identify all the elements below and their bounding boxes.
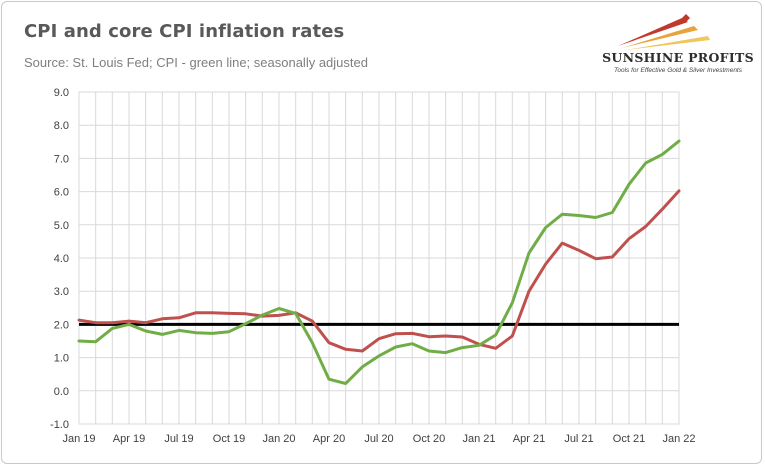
x-tick-label: Jan 19 (62, 433, 95, 445)
x-tick-label: Jan 20 (262, 433, 295, 445)
x-tick-label: Oct 20 (413, 433, 445, 445)
x-tick-label: Oct 19 (213, 433, 245, 445)
chart-subtitle: Source: St. Louis Fed; CPI - green line;… (24, 55, 368, 70)
y-tick-label: 0.0 (54, 386, 69, 398)
x-tick-label: Apr 19 (113, 433, 145, 445)
x-tick-label: Apr 20 (313, 433, 345, 445)
y-tick-label: 2.0 (54, 319, 69, 331)
y-tick-label: 3.0 (54, 286, 69, 298)
y-tick-label: -1.0 (50, 419, 69, 431)
sunshine-profits-logo: SUNSHINE PROFITS Tools for Effective Gol… (598, 12, 758, 82)
logo-rays-icon (618, 14, 710, 50)
y-tick-label: 6.0 (54, 187, 69, 199)
cpi-series-line (77, 139, 681, 385)
y-tick-label: 7.0 (54, 153, 69, 165)
y-tick-label: 8.0 (54, 120, 69, 132)
logo-name: SUNSHINE PROFITS (602, 50, 754, 65)
y-tick-label: 5.0 (54, 220, 69, 232)
logo-tagline: Tools for Effective Gold & Silver Invest… (613, 67, 742, 74)
x-tick-label: Oct 21 (613, 433, 645, 445)
x-tick-label: Jul 21 (564, 433, 593, 445)
x-tick-label: Jan 21 (462, 433, 495, 445)
y-tick-label: 1.0 (54, 353, 69, 365)
x-tick-label: Apr 21 (513, 433, 545, 445)
x-tick-label: Jul 20 (364, 433, 393, 445)
x-tick-label: Jul 19 (164, 433, 193, 445)
x-tick-label: Jan 22 (662, 433, 695, 445)
y-tick-label: 9.0 (54, 87, 69, 99)
chart-title: CPI and core CPI inflation rates (24, 21, 345, 42)
core-cpi-series-line (77, 189, 681, 353)
y-tick-label: 4.0 (54, 253, 69, 265)
